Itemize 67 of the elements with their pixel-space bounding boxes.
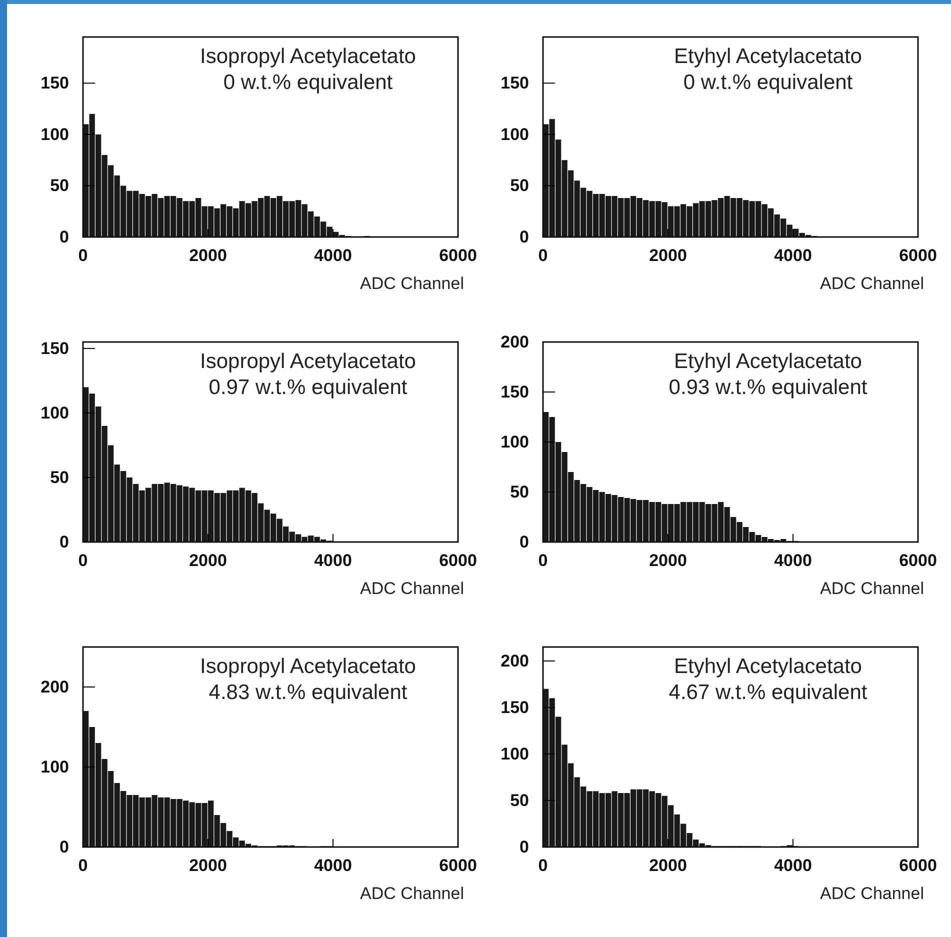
x-tick-label: 2000 xyxy=(189,856,227,876)
chart-title: Isopropyl Acetylacetato xyxy=(200,655,416,678)
y-tick-label: 100 xyxy=(500,744,529,764)
x-axis-title: ADC Channel xyxy=(360,884,464,903)
y-tick-label: 100 xyxy=(40,757,69,776)
chart-title: Etyhyl Acetylacetato xyxy=(674,655,862,678)
chart-title: Isopropyl Acetylacetato xyxy=(200,350,416,373)
y-tick-label: 0 xyxy=(60,532,69,552)
x-tick-label: 0 xyxy=(78,246,88,266)
y-tick-label: 150 xyxy=(500,382,529,402)
text: 0.93 w.t.% equivalent xyxy=(668,376,868,399)
y-tick-label: 0 xyxy=(520,532,529,552)
x-axis-title: ADC Channel xyxy=(360,274,464,293)
x-tick-label: 6000 xyxy=(439,551,477,570)
text: 4.67 w.t.% equivalent xyxy=(668,681,868,704)
y-tick-label: 50 xyxy=(50,468,69,487)
text: 4.83 w.t.% equivalent xyxy=(208,681,408,704)
x-axis-title: ADC Channel xyxy=(820,274,924,293)
x-tick-label: 2000 xyxy=(189,551,227,570)
x-tick-label: 6000 xyxy=(899,551,937,570)
y-tick-label: 50 xyxy=(510,176,529,196)
y-tick-label: 200 xyxy=(500,651,529,670)
x-tick-label: 2000 xyxy=(649,551,687,570)
chart-title: Isopropyl Acetylacetato xyxy=(200,45,416,68)
y-tick-label: 50 xyxy=(510,790,529,810)
y-tick-label: 100 xyxy=(500,124,529,144)
x-tick-label: 4000 xyxy=(774,246,812,266)
y-tick-label: 0 xyxy=(520,837,529,856)
y-tick-label: 50 xyxy=(50,176,69,196)
x-tick-label: 6000 xyxy=(899,856,937,876)
x-tick-label: 4000 xyxy=(314,551,352,570)
x-tick-label: 2000 xyxy=(189,246,227,266)
y-tick-label: 150 xyxy=(40,74,69,93)
y-tick-label: 0 xyxy=(520,227,529,246)
y-tick-label: 0 xyxy=(60,837,69,856)
x-tick-label: 0 xyxy=(538,856,548,876)
x-axis-title: ADC Channel xyxy=(820,579,924,598)
y-tick-label: 100 xyxy=(40,403,69,422)
y-tick-label: 200 xyxy=(500,332,529,352)
y-tick-label: 100 xyxy=(40,124,69,144)
x-tick-label: 0 xyxy=(538,246,548,266)
x-axis-title: ADC Channel xyxy=(360,579,464,598)
text: 0.97 w.t.% equivalent xyxy=(208,376,408,399)
y-tick-label: 100 xyxy=(500,432,529,452)
y-tick-label: 150 xyxy=(500,698,529,717)
x-tick-label: 4000 xyxy=(774,856,812,876)
x-tick-label: 4000 xyxy=(774,551,812,570)
x-tick-label: 0 xyxy=(538,551,548,570)
x-axis-title: ADC Channel xyxy=(820,884,924,903)
x-tick-label: 4000 xyxy=(314,246,352,266)
chart-title: Etyhyl Acetylacetato xyxy=(674,350,862,373)
x-tick-label: 0 xyxy=(78,856,88,876)
y-tick-label: 200 xyxy=(40,677,69,696)
x-tick-label: 2000 xyxy=(649,856,687,876)
x-tick-label: 0 xyxy=(78,551,88,570)
x-tick-label: 6000 xyxy=(439,246,477,266)
x-tick-label: 6000 xyxy=(439,856,477,876)
y-tick-label: 50 xyxy=(510,482,529,502)
text: 0 w.t.% equivalent xyxy=(683,71,853,94)
y-tick-label: 0 xyxy=(60,227,69,246)
x-tick-label: 4000 xyxy=(314,856,352,876)
chart-title: Etyhyl Acetylacetato xyxy=(674,45,862,68)
x-tick-label: 6000 xyxy=(899,246,937,266)
text: 0 w.t.% equivalent xyxy=(223,71,393,94)
y-tick-label: 150 xyxy=(500,74,529,93)
x-tick-label: 2000 xyxy=(649,246,687,266)
y-tick-label: 150 xyxy=(40,338,69,358)
